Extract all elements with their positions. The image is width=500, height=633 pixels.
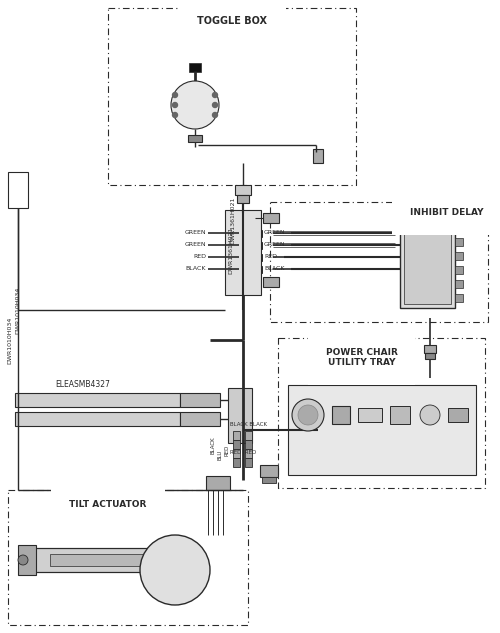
Circle shape bbox=[298, 405, 318, 425]
Text: BLACK: BLACK bbox=[186, 266, 206, 272]
Text: RED: RED bbox=[264, 254, 277, 260]
Bar bbox=[448, 408, 468, 422]
Circle shape bbox=[292, 399, 324, 431]
Bar bbox=[263, 213, 279, 223]
Text: GREEN: GREEN bbox=[184, 230, 206, 235]
Bar bbox=[455, 294, 463, 302]
Circle shape bbox=[212, 92, 218, 97]
Text: RED: RED bbox=[193, 254, 206, 260]
Text: ELEASMB4327: ELEASMB4327 bbox=[55, 380, 110, 389]
Text: BLACK: BLACK bbox=[210, 436, 216, 454]
Circle shape bbox=[420, 405, 440, 425]
Bar bbox=[239, 213, 255, 223]
Text: DWR1010H034: DWR1010H034 bbox=[8, 316, 12, 364]
Bar bbox=[245, 440, 252, 449]
Text: POWER CHAIR
UTILITY TRAY: POWER CHAIR UTILITY TRAY bbox=[326, 348, 398, 367]
Ellipse shape bbox=[171, 81, 219, 129]
Bar bbox=[260, 465, 278, 477]
Bar bbox=[262, 477, 276, 483]
Circle shape bbox=[212, 103, 218, 108]
Bar bbox=[245, 431, 252, 440]
Text: GREEN: GREEN bbox=[184, 242, 206, 248]
Bar bbox=[233, 431, 240, 440]
Bar bbox=[8, 172, 28, 208]
Bar bbox=[233, 449, 240, 458]
Bar bbox=[15, 412, 180, 426]
Bar bbox=[239, 242, 248, 249]
Bar bbox=[253, 265, 262, 272]
Bar bbox=[108, 8, 356, 185]
Bar bbox=[253, 253, 262, 261]
Bar bbox=[404, 222, 451, 304]
Bar bbox=[35, 548, 165, 572]
Bar bbox=[313, 149, 323, 163]
Circle shape bbox=[18, 555, 28, 565]
Bar bbox=[239, 230, 248, 237]
Text: GREEN: GREEN bbox=[264, 242, 285, 248]
Bar bbox=[288, 385, 476, 475]
Bar bbox=[180, 393, 220, 407]
Bar bbox=[455, 238, 463, 246]
Bar bbox=[253, 230, 262, 237]
Text: INHIBIT DELAY: INHIBIT DELAY bbox=[410, 208, 484, 217]
Text: TILT ACTUATOR: TILT ACTUATOR bbox=[70, 500, 146, 509]
Bar bbox=[35, 548, 165, 572]
Text: RED: RED bbox=[224, 444, 230, 456]
Bar bbox=[455, 252, 463, 260]
Circle shape bbox=[172, 113, 178, 118]
Bar bbox=[15, 393, 180, 407]
Bar bbox=[8, 490, 248, 625]
Bar bbox=[455, 266, 463, 274]
Bar bbox=[188, 135, 202, 142]
Bar bbox=[233, 440, 240, 449]
Bar bbox=[455, 224, 463, 232]
Bar bbox=[425, 353, 435, 359]
Bar bbox=[455, 280, 463, 288]
Text: RED  RED: RED RED bbox=[230, 450, 256, 455]
Bar bbox=[179, 89, 211, 121]
Bar bbox=[18, 545, 36, 575]
Bar bbox=[245, 449, 252, 458]
Bar bbox=[424, 345, 436, 353]
Bar bbox=[237, 195, 249, 203]
Bar bbox=[263, 277, 279, 287]
Circle shape bbox=[212, 113, 218, 118]
Bar bbox=[245, 458, 252, 467]
Text: BLACK BLACK: BLACK BLACK bbox=[230, 422, 267, 427]
Text: GREEN: GREEN bbox=[264, 230, 285, 235]
Circle shape bbox=[140, 535, 210, 605]
Bar bbox=[239, 265, 248, 272]
Bar bbox=[233, 458, 240, 467]
Bar bbox=[400, 218, 455, 308]
Bar bbox=[225, 210, 261, 295]
Circle shape bbox=[172, 92, 178, 97]
Bar bbox=[235, 185, 251, 195]
Bar bbox=[239, 253, 248, 261]
Bar bbox=[332, 406, 350, 424]
Bar bbox=[50, 554, 150, 566]
Bar bbox=[206, 476, 230, 490]
Text: DWR1010H034: DWR1010H034 bbox=[16, 286, 20, 334]
Bar bbox=[180, 412, 220, 426]
Bar bbox=[270, 202, 488, 322]
Bar bbox=[239, 277, 255, 287]
Bar bbox=[390, 406, 410, 424]
Text: TOGGLE BOX: TOGGLE BOX bbox=[197, 16, 267, 26]
Bar bbox=[253, 242, 262, 249]
Circle shape bbox=[172, 103, 178, 108]
Text: BLACK: BLACK bbox=[264, 266, 284, 272]
Text: BLU: BLU bbox=[218, 450, 222, 460]
Text: DWR1361H021: DWR1361H021 bbox=[230, 196, 235, 244]
Bar bbox=[189, 63, 201, 72]
Bar bbox=[358, 408, 382, 422]
Text: DWR1361H021: DWR1361H021 bbox=[228, 227, 234, 273]
Bar bbox=[228, 388, 252, 443]
Bar bbox=[278, 338, 485, 488]
